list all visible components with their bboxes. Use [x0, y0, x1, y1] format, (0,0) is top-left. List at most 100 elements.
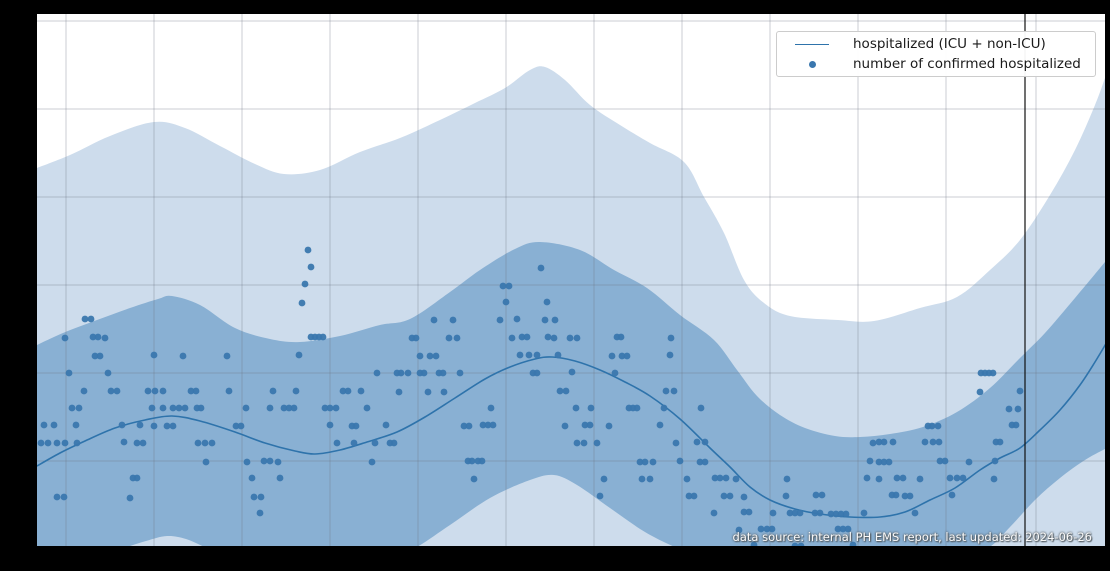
confirmed-hospitalized-point: [750, 541, 758, 546]
confirmed-hospitalized-point: [551, 316, 559, 324]
confirmed-hospitalized-point: [791, 542, 799, 546]
confirmed-hospitalized-point: [80, 387, 88, 395]
confirmed-hospitalized-point: [818, 491, 826, 499]
confirmed-hospitalized-point: [266, 404, 274, 412]
confirmed-hospitalized-point: [711, 474, 719, 482]
confirmed-hospitalized-point: [580, 439, 588, 447]
confirmed-hospitalized-point: [290, 404, 298, 412]
plot-area: [37, 14, 1105, 546]
confirmed-hospitalized-point: [649, 458, 657, 466]
confirmed-hospitalized-point: [996, 438, 1004, 446]
confirmed-hospitalized-point: [720, 492, 728, 500]
confirmed-hospitalized-point: [416, 352, 424, 360]
confirmed-hospitalized-point: [757, 525, 765, 533]
confirmed-hospitalized-point: [87, 315, 95, 323]
confirmed-hospitalized-point: [662, 387, 670, 395]
confirmed-hospitalized-point: [89, 333, 97, 341]
confirmed-hospitalized-point: [516, 351, 524, 359]
confirmed-hospitalized-point: [96, 352, 104, 360]
confirmed-hospitalized-point: [502, 298, 510, 306]
confirmed-hospitalized-point: [670, 387, 678, 395]
confirmed-hospitalized-point: [468, 457, 476, 465]
confirmed-hospitalized-point: [94, 333, 102, 341]
confirmed-hospitalized-point: [600, 475, 608, 483]
confirmed-hospitalized-point: [350, 439, 358, 447]
confirmed-hospitalized-point: [150, 351, 158, 359]
confirmed-hospitalized-point: [304, 246, 312, 254]
confirmed-hospitalized-point: [561, 422, 569, 430]
confirmed-hospitalized-point: [768, 525, 776, 533]
confirmed-hospitalized-point: [250, 493, 258, 501]
confirmed-hospitalized-point: [722, 474, 730, 482]
confirmed-hospitalized-point: [187, 387, 195, 395]
confirmed-hospitalized-point: [201, 439, 209, 447]
confirmed-hospitalized-point: [573, 334, 581, 342]
confirmed-hospitalized-point: [935, 438, 943, 446]
confirmed-hospitalized-point: [404, 369, 412, 377]
confirmed-hospitalized-point: [91, 352, 99, 360]
confirmed-hospitalized-point: [797, 542, 805, 546]
confirmed-hospitalized-point: [179, 352, 187, 360]
confirmed-hospitalized-point: [573, 439, 581, 447]
confirmed-hospitalized-point: [113, 387, 121, 395]
confirmed-hospitalized-point: [656, 421, 664, 429]
confirmed-hospitalized-point: [339, 387, 347, 395]
confirmed-hospitalized-point: [889, 438, 897, 446]
confirmed-hospitalized-point: [812, 491, 820, 499]
confirmed-hospitalized-point: [148, 404, 156, 412]
confirmed-hospitalized-point: [368, 458, 376, 466]
confirmed-hospitalized-point: [257, 493, 265, 501]
confirmed-hospitalized-point: [953, 474, 961, 482]
confirmed-hospitalized-point: [508, 334, 516, 342]
confirmed-hospitalized-point: [605, 422, 613, 430]
confirmed-hospitalized-point: [701, 458, 709, 466]
confirmed-hospitalized-point: [37, 439, 45, 447]
confirmed-hospitalized-point: [357, 387, 365, 395]
confirmed-hospitalized-point: [617, 333, 625, 341]
confirmed-hospitalized-point: [232, 422, 240, 430]
confirmed-hospitalized-point: [685, 492, 693, 500]
confirmed-hospitalized-point: [225, 387, 233, 395]
confirmed-hospitalized-point: [169, 404, 177, 412]
confirmed-hospitalized-point: [941, 457, 949, 465]
confirmed-hospitalized-point: [453, 334, 461, 342]
confirmed-hospitalized-point: [412, 334, 420, 342]
confirmed-hospitalized-point: [223, 352, 231, 360]
confirmed-hospitalized-point: [783, 475, 791, 483]
confirmed-hospitalized-point: [676, 457, 684, 465]
legend-label-hospitalized: hospitalized (ICU + non-ICU): [853, 36, 1046, 52]
confirmed-hospitalized-point: [842, 510, 850, 518]
confirmed-hospitalized-point: [1014, 405, 1022, 413]
confirmed-hospitalized-point: [921, 438, 929, 446]
confirmed-hospitalized-point: [326, 421, 334, 429]
confirmed-hospitalized-point: [256, 509, 264, 517]
confirmed-hospitalized-point: [352, 422, 360, 430]
confirmed-hospitalized-point: [151, 387, 159, 395]
confirmed-hospitalized-point: [735, 526, 743, 534]
confirmed-hospitalized-point: [860, 509, 868, 517]
confirmed-hospitalized-point: [936, 457, 944, 465]
confidence-band-inner: [37, 241, 1105, 546]
confirmed-hospitalized-point: [68, 404, 76, 412]
confirmed-hospitalized-point: [638, 475, 646, 483]
confirmed-hospitalized-point: [990, 475, 998, 483]
confirmed-hospitalized-point: [197, 404, 205, 412]
confirmed-hospitalized-point: [701, 438, 709, 446]
confirmed-hospitalized-point: [732, 475, 740, 483]
confirmed-hospitalized-point: [133, 439, 141, 447]
legend-label-confirmed: number of confirmed hospitalized: [853, 56, 1081, 72]
confirmed-hospitalized-point: [484, 421, 492, 429]
confirmed-hospitalized-point: [880, 438, 888, 446]
confirmed-hospitalized-point: [586, 421, 594, 429]
confirmed-hospitalized-point: [623, 352, 631, 360]
confirmed-hospitalized-point: [796, 509, 804, 517]
confirmed-hospitalized-point: [989, 369, 997, 377]
confirmed-hospitalized-point: [587, 404, 595, 412]
confirmed-hospitalized-point: [745, 508, 753, 516]
confirmed-hospitalized-point: [499, 282, 507, 290]
confirmed-hospitalized-point: [844, 525, 852, 533]
confirmed-hospitalized-point: [672, 439, 680, 447]
confirmed-hospitalized-point: [880, 458, 888, 466]
confirmed-hospitalized-point: [107, 387, 115, 395]
confirmed-hospitalized-point: [426, 352, 434, 360]
